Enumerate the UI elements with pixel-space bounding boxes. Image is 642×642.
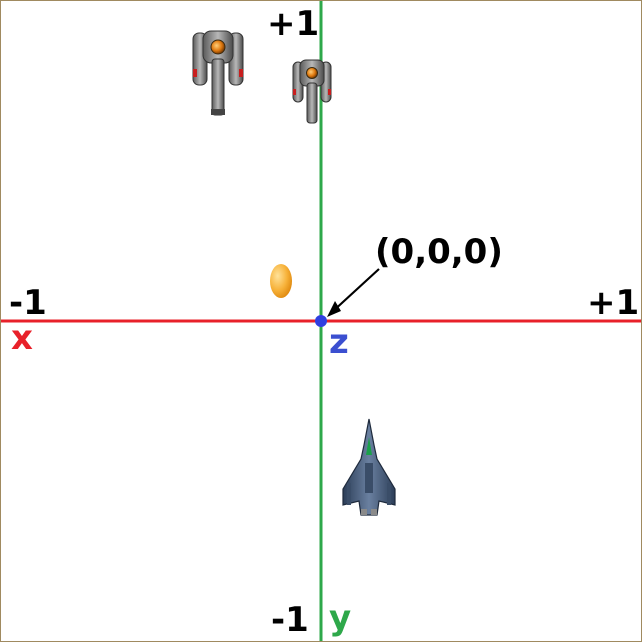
orange-bullet-icon xyxy=(270,264,292,298)
z-axis-label: z xyxy=(329,322,349,362)
enemy-ship-icon xyxy=(292,59,332,124)
x-axis-label: x xyxy=(11,318,33,358)
origin-arrowhead xyxy=(327,301,341,317)
enemy-ship-icon xyxy=(192,30,244,116)
y-neg-label: -1 xyxy=(271,600,309,640)
origin-arrow xyxy=(330,268,380,314)
origin-dot xyxy=(315,315,327,327)
y-axis-label: y xyxy=(329,598,351,638)
y-pos-label: +1 xyxy=(267,4,319,44)
origin-label: (0,0,0) xyxy=(375,232,503,272)
player-jet-icon xyxy=(342,418,396,516)
x-pos-label: +1 xyxy=(587,283,639,323)
x-neg-label: -1 xyxy=(9,283,47,323)
